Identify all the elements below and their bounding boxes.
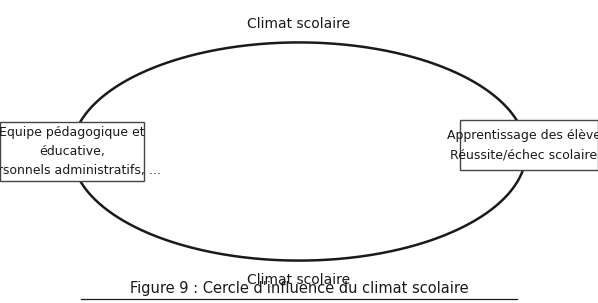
Text: Climat scolaire: Climat scolaire bbox=[248, 273, 350, 287]
FancyBboxPatch shape bbox=[460, 120, 598, 170]
Text: Figure 9 : Cercle d'influence du climat scolaire: Figure 9 : Cercle d'influence du climat … bbox=[130, 281, 468, 296]
FancyBboxPatch shape bbox=[0, 122, 144, 181]
Text: Apprentissage des élèves,
Réussite/échec scolaire,..: Apprentissage des élèves, Réussite/échec… bbox=[447, 129, 598, 161]
Text: Climat scolaire: Climat scolaire bbox=[248, 17, 350, 31]
Text: Equipe pédagogique et
éducative,
Personnels administratifs, ...: Equipe pédagogique et éducative, Personn… bbox=[0, 126, 161, 177]
